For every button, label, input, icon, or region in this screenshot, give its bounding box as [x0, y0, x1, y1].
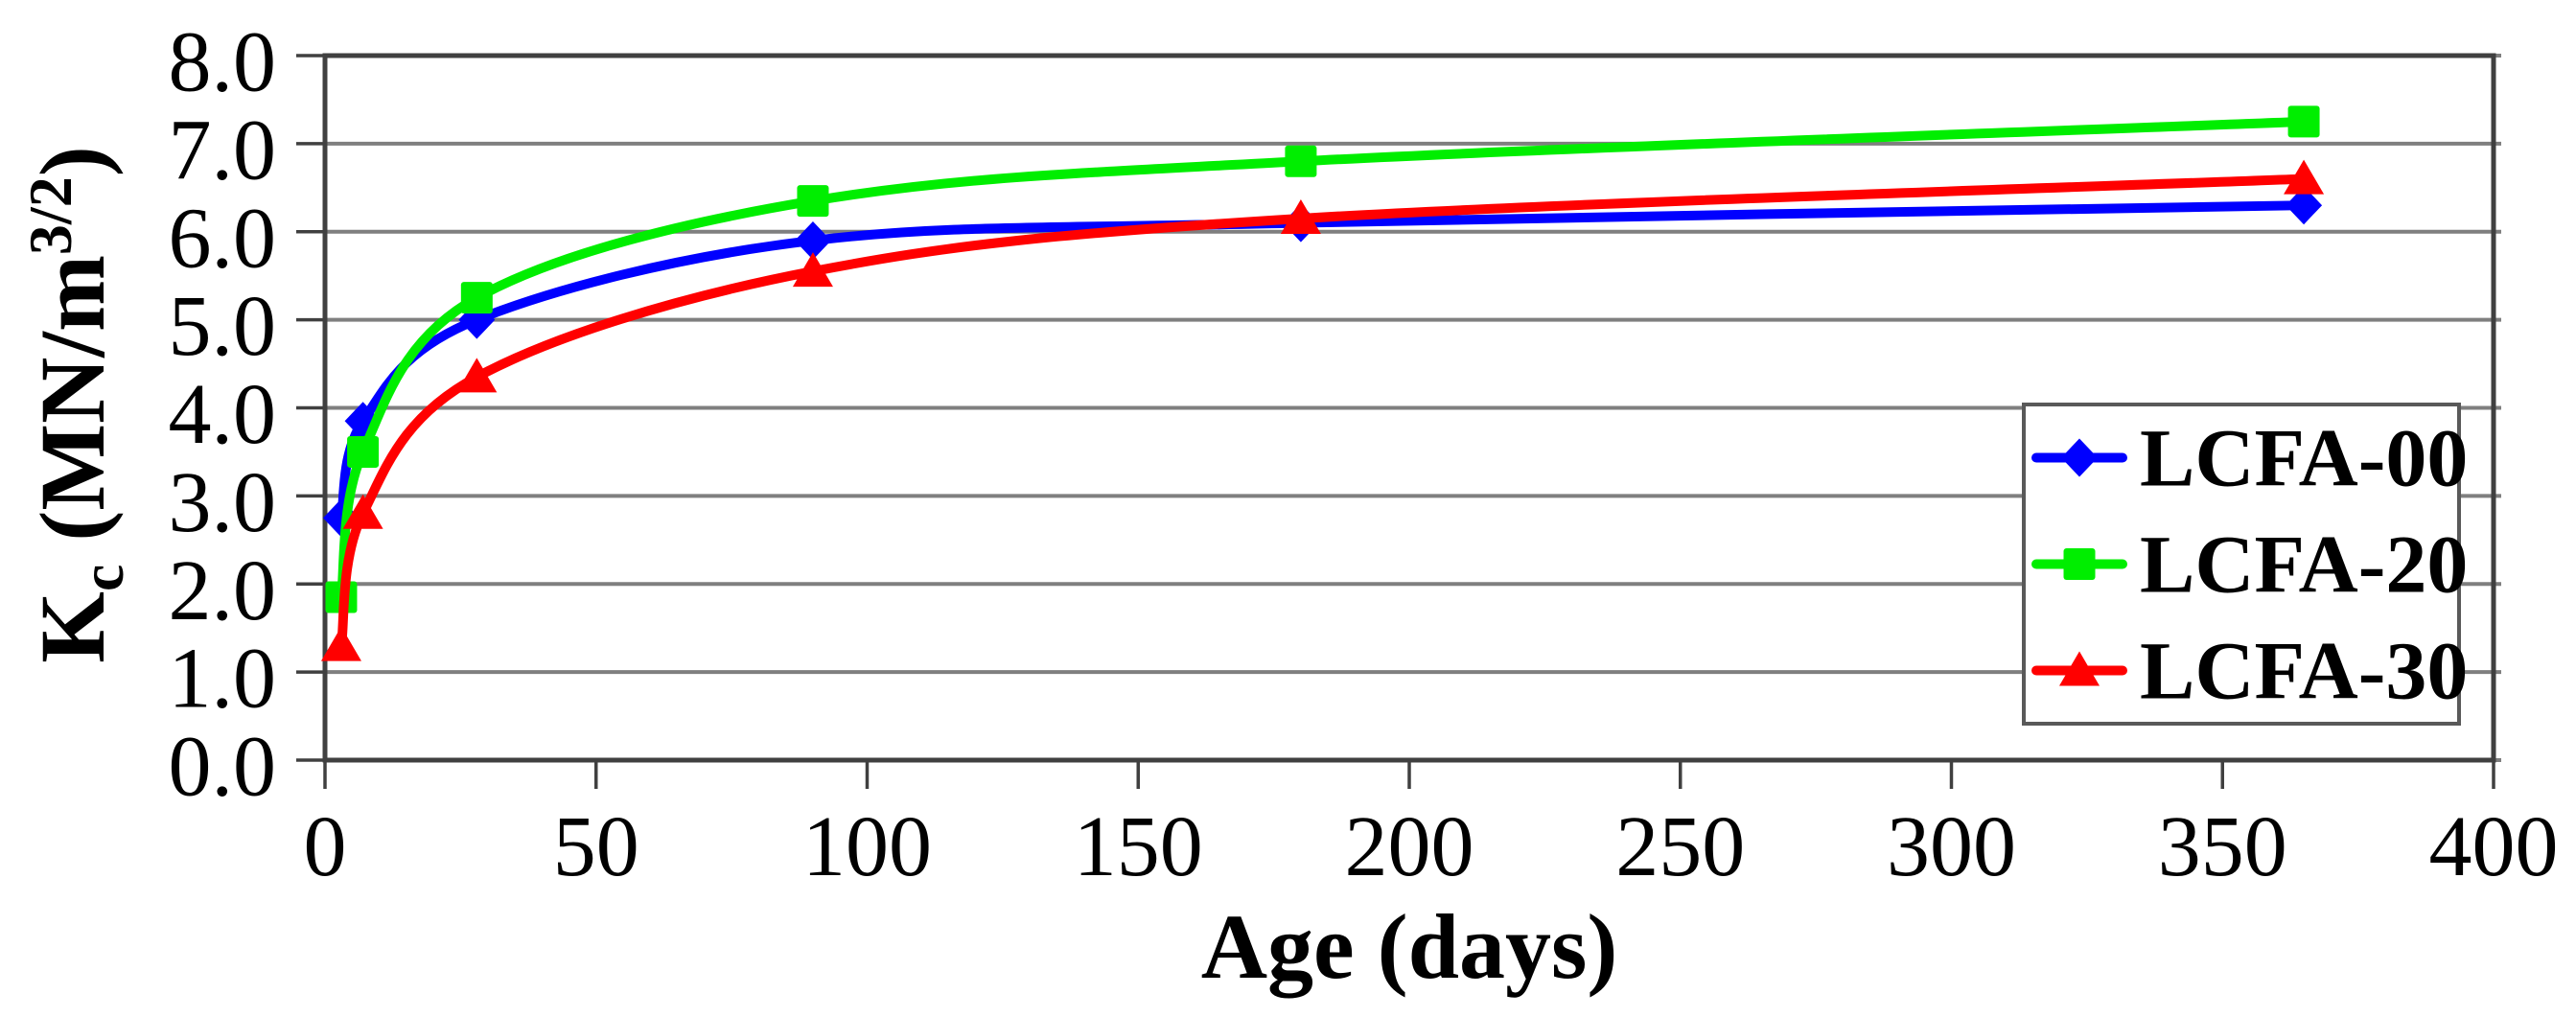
y-axis-title: Kc (MN/m3/2) — [16, 146, 136, 662]
y-tick-label: 0.0 — [169, 720, 277, 815]
marker-triangle — [320, 626, 361, 661]
marker-triangle — [456, 358, 498, 393]
x-axis-title: Age (days) — [1201, 895, 1618, 998]
x-tick-label: 150 — [1074, 799, 1203, 894]
y-tick-label: 5.0 — [169, 279, 277, 374]
legend-entry-LCFA-30: LCFA-30 — [2031, 625, 2468, 717]
series-LCFA-30 — [320, 159, 2325, 661]
marker-diamond — [2286, 186, 2323, 225]
x-tick-label: 100 — [802, 799, 932, 894]
legend-label: LCFA-30 — [2140, 625, 2468, 717]
y-tick-label: 4.0 — [169, 367, 277, 462]
legend-label: LCFA-20 — [2140, 519, 2468, 611]
legend-entry-LCFA-00: LCFA-00 — [2031, 412, 2468, 504]
series-line-LCFA-20 — [336, 116, 2309, 603]
series-line-LCFA-30 — [336, 173, 2309, 651]
y-tick-label: 3.0 — [169, 455, 277, 550]
legend-entry-LCFA-20: LCFA-20 — [2031, 519, 2468, 611]
y-tick-label: 2.0 — [169, 543, 277, 638]
axes: 0.01.02.03.04.05.06.07.08.0 0 50 100 150 200 2… — [169, 15, 2559, 895]
marker-square — [2063, 548, 2096, 580]
marker-triangle — [2284, 159, 2325, 195]
x-tick-label: 250 — [1615, 799, 1745, 894]
marker-square — [1285, 145, 1317, 177]
x-tick-label: 0 — [304, 799, 347, 894]
marker-triangle — [1280, 198, 1321, 234]
x-tick-label: 300 — [1887, 799, 2016, 894]
x-tick-label: 400 — [2429, 799, 2559, 894]
marker-square — [2287, 105, 2320, 138]
y-tick-label: 8.0 — [169, 15, 277, 110]
legend: LCFA-00 LCFA-20 LCFA-30 — [2022, 403, 2468, 726]
y-tick-label: 6.0 — [169, 191, 277, 286]
series-LCFA-20 — [325, 105, 2320, 613]
y-tick-label: 1.0 — [169, 632, 277, 727]
marker-triangle — [792, 252, 833, 288]
legend-label: LCFA-00 — [2140, 412, 2468, 504]
marker-square — [347, 435, 380, 468]
x-tick-label: 200 — [1345, 799, 1474, 894]
marker-square — [797, 185, 829, 218]
marker-diamond — [794, 220, 831, 260]
series-line-LCFA-00 — [336, 200, 2309, 523]
x-tick-label: 50 — [553, 799, 639, 894]
data-series — [320, 105, 2325, 661]
marker-square — [460, 282, 493, 314]
marker-triangle — [2059, 651, 2100, 686]
marker-triangle — [342, 494, 383, 529]
x-tick-label: 350 — [2158, 799, 2287, 894]
y-tick-label: 7.0 — [169, 103, 277, 197]
marker-diamond — [2061, 438, 2098, 477]
